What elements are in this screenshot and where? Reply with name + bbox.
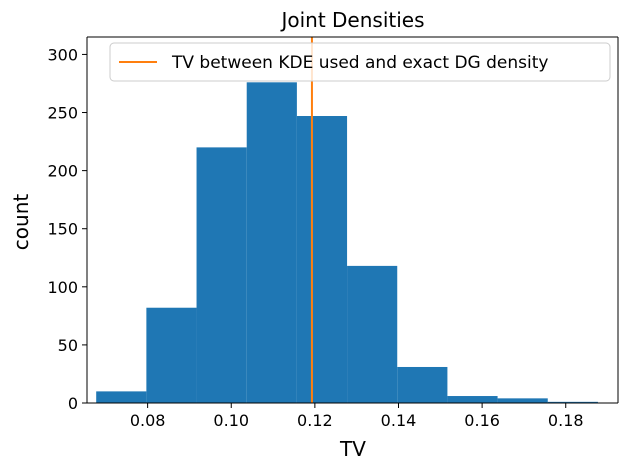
x-tick-label: 0.14 <box>381 411 417 430</box>
histogram-bar <box>296 116 348 403</box>
x-tick-label: 0.12 <box>297 411 333 430</box>
ticks: 0.08 0.10 0.12 0.14 0.16 0.18 0 50 100 150 200 250 3… <box>47 45 583 430</box>
y-tick-label: 100 <box>47 278 78 297</box>
legend-box <box>109 42 611 82</box>
y-tick-label: 50 <box>58 336 78 355</box>
histogram-bar <box>397 366 448 403</box>
x-axis-label: TV <box>339 437 366 461</box>
y-tick-label: 150 <box>47 220 78 239</box>
legend-label: TV between KDE used and exact DG density <box>171 53 548 73</box>
y-tick-label: 200 <box>47 162 78 181</box>
histogram-bar <box>497 398 548 403</box>
histogram-bar <box>246 82 297 404</box>
x-tick-label: 0.10 <box>213 411 249 430</box>
x-tick-label: 0.08 <box>130 411 166 430</box>
y-axis-label: count <box>9 194 33 251</box>
histogram-bar <box>547 401 598 403</box>
x-tick-label: 0.18 <box>548 411 584 430</box>
histogram-bar <box>447 396 498 403</box>
histogram-bar <box>96 391 147 403</box>
histogram-bar <box>196 147 247 403</box>
legend: TV between KDE used and exact DG density <box>109 42 611 82</box>
histogram-bars <box>96 82 598 404</box>
chart-title: Joint Densities <box>279 8 424 32</box>
y-tick-label: 300 <box>47 45 78 64</box>
histogram-bar <box>347 265 398 403</box>
y-tick-label: 0 <box>68 394 78 413</box>
y-tick-label: 250 <box>47 104 78 123</box>
x-tick-label: 0.16 <box>464 411 500 430</box>
axes <box>86 36 619 404</box>
histogram-bar <box>146 307 197 403</box>
